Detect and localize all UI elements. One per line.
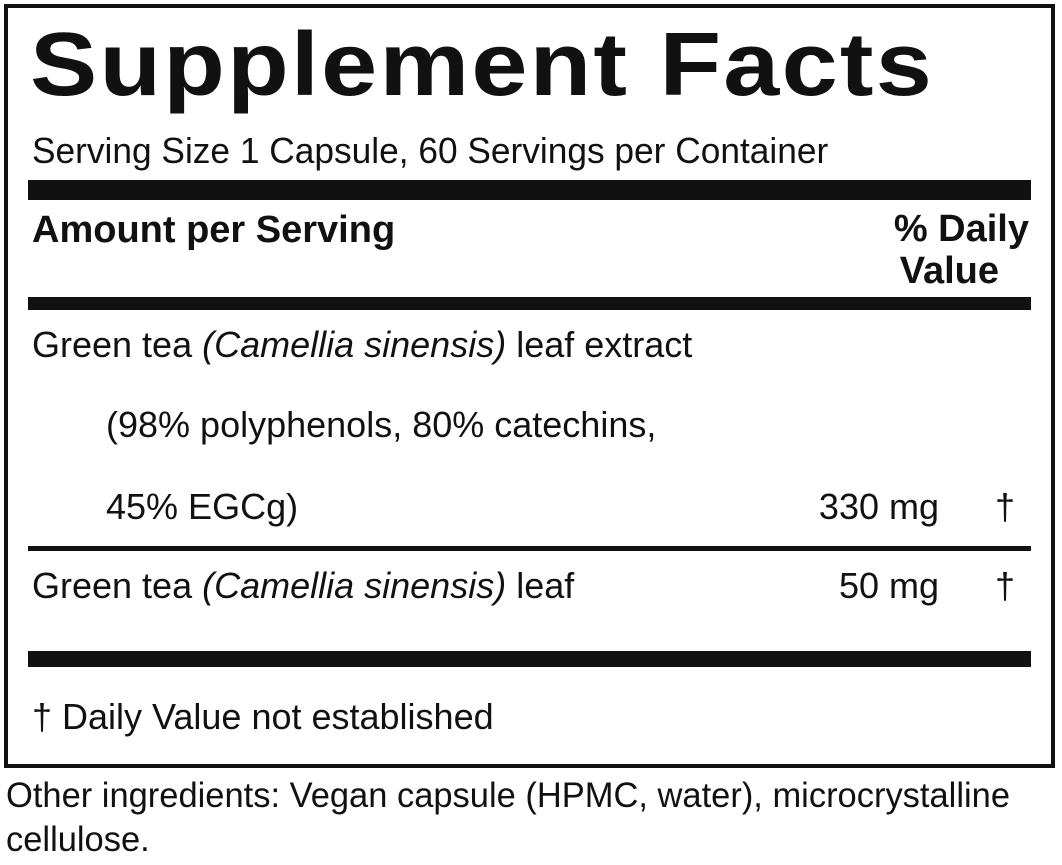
ingredient-name-prefix: Green tea [32, 565, 203, 606]
serving-info: Serving Size 1 Capsule, 60 Servings per … [32, 130, 829, 171]
thick-divider-top [28, 180, 1031, 200]
panel-title: Supplement Facts [30, 15, 935, 115]
daily-value-header-line2: Value [899, 250, 999, 292]
ingredient-name: Green tea (Camellia sinensis) leaf [32, 565, 574, 607]
ingredient-name-suffix: leaf extract [506, 324, 693, 365]
ingredient-name: Green tea (Camellia sinensis) leaf extra… [32, 324, 692, 366]
dagger-icon: † [994, 565, 1015, 606]
daily-value-footnote: † Daily Value not established [32, 696, 494, 737]
daily-value-header-line1: % Daily [893, 208, 1029, 250]
dagger-icon: † [994, 486, 1015, 527]
other-ingredients: Other ingredients: Vegan capsule (HPMC, … [6, 776, 1011, 859]
ingredient-detail-line2: 45% EGCg) [106, 486, 299, 527]
ingredient-botanical-name: (Camellia sinensis) [202, 324, 507, 365]
ingredient-name-prefix: Green tea [32, 324, 203, 365]
ingredient-amount: 330 mg [818, 486, 939, 527]
supplement-facts-panel: Supplement Facts Serving Size 1 Capsule,… [4, 4, 1055, 768]
ingredient-detail-line1: (98% polyphenols, 80% catechins, [106, 404, 657, 445]
ingredient-amount: 50 mg [838, 565, 939, 606]
thin-divider [28, 546, 1031, 551]
ingredient-botanical-name: (Camellia sinensis) [202, 565, 507, 606]
thick-divider-header [28, 297, 1031, 310]
thick-divider-bottom [28, 651, 1031, 667]
amount-per-serving-header: Amount per Serving [32, 209, 396, 251]
panel-content: Supplement Facts Serving Size 1 Capsule,… [28, 8, 1031, 764]
daily-value-header: % Daily Value [809, 208, 1029, 292]
ingredient-name-suffix: leaf [506, 565, 575, 606]
